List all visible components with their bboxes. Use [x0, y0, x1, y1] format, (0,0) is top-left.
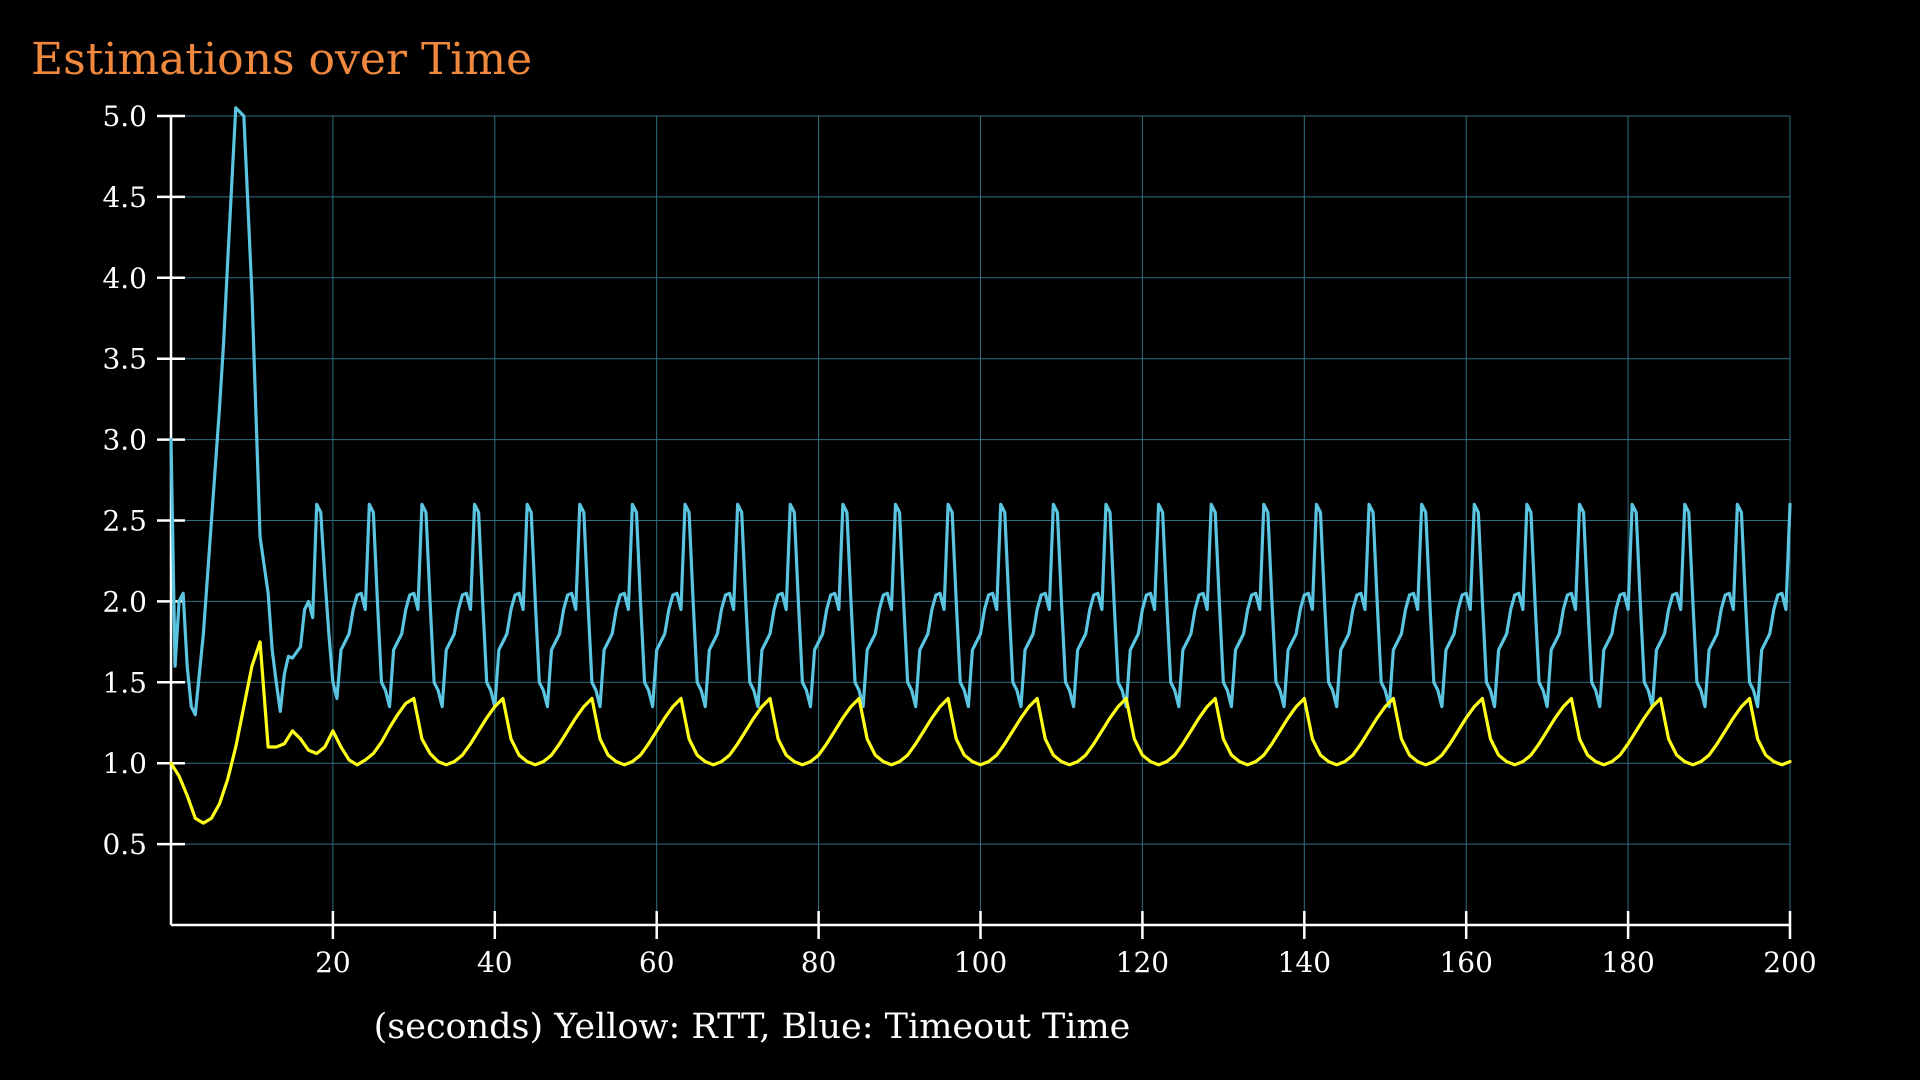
- x-tick-label: 40: [477, 946, 513, 979]
- rtt-series-line: [169, 640, 1792, 825]
- y-tick-label: 4.0: [102, 262, 147, 295]
- x-tick-label: 180: [1601, 946, 1654, 979]
- y-tick-label: 0.5: [102, 828, 147, 861]
- x-tick-label: 200: [1763, 946, 1816, 979]
- x-tick-label: 60: [639, 946, 675, 979]
- x-axis-label: (seconds) Yellow: RTT, Blue: Timeout Tim…: [374, 1007, 1131, 1047]
- tick-labels: 0.5 1.0 1.5 2.0 2.5 3.0 3.5 4.0 4.5 5.0 20 40 60 80 10…: [102, 100, 1816, 979]
- series-lines: [169, 106, 1792, 825]
- chart-title: Estimations over Time: [31, 34, 533, 85]
- x-tick-label: 120: [1116, 946, 1169, 979]
- x-tick-label: 100: [954, 946, 1007, 979]
- y-tick-label: 4.5: [102, 181, 147, 214]
- x-tick-label: 20: [315, 946, 351, 979]
- x-tick-label: 160: [1439, 946, 1492, 979]
- y-tick-label: 3.5: [102, 343, 147, 376]
- axes: [157, 114, 1792, 939]
- y-tick-label: 1.0: [102, 747, 147, 780]
- y-tick-label: 2.5: [102, 505, 147, 538]
- y-tick-label: 2.0: [102, 585, 147, 618]
- x-tick-label: 140: [1278, 946, 1331, 979]
- grid-lines: [171, 115, 1791, 925]
- x-tick-label: 80: [801, 946, 837, 979]
- y-tick-label: 5.0: [102, 100, 147, 133]
- y-tick-label: 3.0: [102, 424, 147, 457]
- timeout-series-line: [169, 106, 1792, 717]
- y-tick-label: 1.5: [102, 666, 147, 699]
